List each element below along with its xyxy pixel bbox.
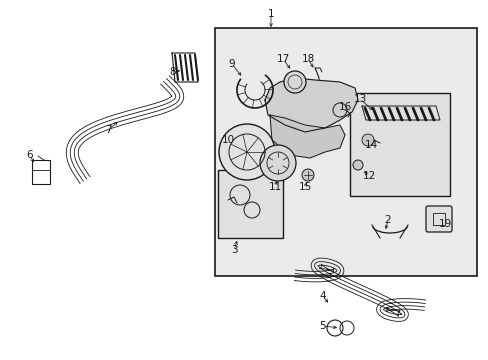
- Text: 3: 3: [230, 245, 237, 255]
- Bar: [215, 28, 476, 276]
- Bar: [432, 213, 444, 225]
- Text: 19: 19: [437, 219, 451, 229]
- Circle shape: [361, 134, 373, 146]
- Text: 14: 14: [364, 140, 377, 150]
- Text: 2: 2: [384, 215, 390, 225]
- Polygon shape: [264, 78, 357, 132]
- Text: 1: 1: [267, 9, 274, 19]
- Text: 18: 18: [301, 54, 314, 64]
- Text: 15: 15: [298, 182, 311, 192]
- Polygon shape: [269, 115, 345, 158]
- Circle shape: [284, 71, 305, 93]
- Text: 11: 11: [268, 182, 281, 192]
- Text: 10: 10: [221, 135, 234, 145]
- Text: 17: 17: [276, 54, 289, 64]
- Circle shape: [332, 103, 346, 117]
- Text: 4: 4: [319, 291, 325, 301]
- Text: 9: 9: [228, 59, 235, 69]
- Circle shape: [302, 169, 313, 181]
- Bar: [349, 93, 449, 196]
- Text: 7: 7: [104, 125, 111, 135]
- Circle shape: [260, 145, 295, 181]
- FancyBboxPatch shape: [425, 206, 451, 232]
- Text: 16: 16: [338, 102, 351, 112]
- Text: 6: 6: [27, 150, 33, 160]
- Bar: [218, 170, 283, 238]
- Bar: [32, 160, 50, 184]
- Circle shape: [352, 160, 362, 170]
- Text: 12: 12: [362, 171, 375, 181]
- Text: 5: 5: [319, 321, 325, 331]
- Text: 13: 13: [353, 94, 366, 104]
- Circle shape: [219, 124, 274, 180]
- Text: 8: 8: [169, 67, 176, 77]
